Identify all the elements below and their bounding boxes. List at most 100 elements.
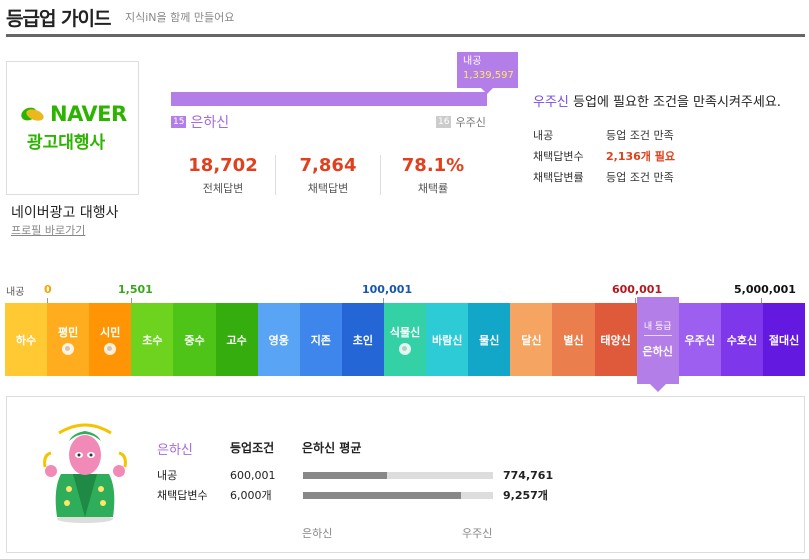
grade-name: 식물신 bbox=[389, 326, 421, 339]
badge-icon bbox=[104, 343, 117, 355]
grade-cell[interactable]: 우주신 bbox=[678, 303, 721, 376]
grade-name: 시민 bbox=[100, 326, 121, 339]
detail-row-key: 내공 bbox=[157, 469, 178, 482]
threshold-value: 1,501 bbox=[118, 283, 153, 296]
badge-icon bbox=[62, 343, 75, 355]
condition-value: 등업 조건 만족 bbox=[606, 128, 674, 142]
grade-name: 영웅 bbox=[268, 333, 289, 347]
detail-col-average: 은하신 평균 bbox=[302, 441, 362, 455]
stat-total-answers: 18,702 전체답변 bbox=[171, 155, 276, 195]
condition-target-grade: 우주신 bbox=[533, 95, 569, 110]
naver-logo: NAVER 광고대행사 bbox=[20, 102, 130, 153]
grade-cell[interactable]: 물신 bbox=[468, 303, 511, 376]
leaf-icon bbox=[20, 103, 46, 125]
grade-name: 지존 bbox=[310, 333, 331, 347]
detail-grade-name: 은하신 bbox=[157, 443, 193, 458]
grade-detail-panel: 은하신 등업조건 은하신 평균 내공 600,001 774,761 채택답변수… bbox=[6, 396, 805, 553]
profile-name: 네이버광고 대행사 bbox=[11, 205, 119, 221]
threshold-tick bbox=[131, 298, 132, 303]
grade-name: 수호신 bbox=[726, 333, 758, 347]
grade-name: 달신 bbox=[521, 333, 542, 347]
stat-value: 18,702 bbox=[188, 155, 258, 176]
grade-cell[interactable]: 초수 bbox=[131, 303, 174, 376]
condition-row: 채택답변수 2,136개 필요 bbox=[533, 145, 675, 166]
profile-logo-box[interactable]: NAVER 광고대행사 bbox=[6, 61, 139, 195]
eunhasin-mascot-icon bbox=[39, 419, 131, 524]
grade-cell[interactable]: 초인 bbox=[341, 303, 384, 376]
page-title: 등급업 가이드 bbox=[6, 8, 111, 30]
grade-name: 은하신 bbox=[642, 344, 673, 358]
stat-value: 7,864 bbox=[299, 155, 357, 176]
grade-name: 평민 bbox=[58, 326, 79, 339]
detail-row-average: 9,257개 bbox=[503, 489, 548, 502]
detail-row-average: 774,761 bbox=[503, 468, 554, 482]
tooltip-value: 1,339,597 bbox=[463, 70, 514, 81]
grade-cell[interactable]: 태양신 bbox=[594, 303, 637, 376]
my-grade-label: 내 등급 bbox=[643, 319, 672, 336]
condition-key: 내공 bbox=[533, 128, 554, 142]
grade-name: 바람신 bbox=[431, 333, 463, 347]
grade-cell[interactable]: 지존 bbox=[299, 303, 342, 376]
grade-cell[interactable]: 수호신 bbox=[720, 303, 763, 376]
grade-cell[interactable]: 시민 bbox=[89, 303, 132, 376]
next-grade-name: 우주신 bbox=[455, 116, 486, 129]
current-grade-name: 은하신 bbox=[190, 115, 230, 131]
condition-title-text: 등업에 필요한 조건을 만족시켜주세요. bbox=[568, 95, 781, 110]
grade-cell[interactable]: 고수 bbox=[215, 303, 258, 376]
next-grade: 16 우주신 bbox=[436, 114, 486, 130]
detail-row-bar bbox=[303, 471, 493, 479]
grade-name: 초수 bbox=[142, 333, 163, 347]
tooltip-label: 내공 bbox=[463, 56, 482, 67]
grade-cell[interactable]: 평민 bbox=[47, 303, 90, 376]
detail-foot-next[interactable]: 우주신 bbox=[462, 527, 493, 540]
detail-row-adopted: 채택답변수 6,000개 9,257개 bbox=[157, 487, 548, 503]
grade-bar: 하수 평민 시민 초수 중수 고수 영웅 지존 초인 식물신 바람신 물신 달신 별신 태양신 내 등급 은하신… bbox=[5, 297, 806, 392]
grade-name: 중수 bbox=[184, 333, 205, 347]
stat-label: 채택답변 bbox=[307, 182, 349, 195]
detail-foot-current[interactable]: 은하신 bbox=[302, 527, 333, 540]
condition-key: 채택답변률 bbox=[533, 170, 584, 184]
badge-icon bbox=[399, 343, 412, 355]
detail-row-bar-fill bbox=[303, 471, 387, 479]
grade-cell[interactable]: 영웅 bbox=[257, 303, 300, 376]
threshold-value: 5,000,001 bbox=[734, 283, 796, 296]
grade-cell[interactable]: 별신 bbox=[552, 303, 595, 376]
current-grade: 15 은하신 bbox=[171, 112, 229, 132]
stat-label: 채택률 bbox=[417, 182, 449, 195]
detail-row-bar bbox=[303, 491, 493, 499]
detail-row-bar-fill bbox=[303, 491, 461, 499]
grade-cell[interactable]: 절대신 bbox=[762, 303, 806, 376]
grade-name: 고수 bbox=[226, 333, 247, 347]
grade-name: 초인 bbox=[352, 333, 374, 347]
threshold-value: 600,001 bbox=[612, 283, 663, 296]
detail-row-condition: 600,001 bbox=[230, 468, 276, 482]
threshold-value: 100,001 bbox=[362, 283, 413, 296]
detail-row-condition: 6,000개 bbox=[230, 489, 272, 502]
threshold-tick bbox=[761, 298, 762, 303]
logo-subtext: 광고대행사 bbox=[27, 133, 106, 153]
grade-name: 물신 bbox=[479, 333, 500, 347]
grade-name: 우주신 bbox=[684, 333, 715, 347]
threshold-tick bbox=[47, 298, 48, 303]
stat-adopted-answers: 7,864 채택답변 bbox=[276, 155, 381, 195]
grade-cell[interactable]: 식물신 bbox=[383, 303, 427, 376]
threshold-tick bbox=[383, 298, 384, 303]
grade-cell[interactable]: 달신 bbox=[510, 303, 553, 376]
stat-adoption-rate: 78.1% 채택률 bbox=[381, 155, 485, 195]
grade-cell[interactable]: 하수 bbox=[5, 303, 48, 376]
grade-name: 하수 bbox=[15, 333, 37, 347]
threshold-value: 0 bbox=[44, 283, 52, 296]
next-grade-number: 16 bbox=[436, 116, 452, 128]
threshold-tick bbox=[635, 298, 636, 303]
detail-row-key: 채택답변수 bbox=[157, 489, 208, 502]
condition-value: 등업 조건 만족 bbox=[606, 170, 674, 184]
condition-row: 내공 등업 조건 만족 bbox=[533, 124, 675, 145]
condition-table: 내공 등업 조건 만족 채택답변수 2,136개 필요 채택답변률 등업 조건 … bbox=[533, 124, 675, 187]
grade-cell[interactable]: 바람신 bbox=[426, 303, 469, 376]
grade-cell[interactable]: 중수 bbox=[173, 303, 216, 376]
naegong-progress-bar bbox=[171, 92, 487, 106]
page-subtitle: 지식iN을 함께 만들어요 bbox=[125, 11, 235, 24]
page-header: 등급업 가이드 지식iN을 함께 만들어요 bbox=[6, 0, 805, 37]
profile-link[interactable]: 프로필 바로가기 bbox=[11, 224, 86, 237]
